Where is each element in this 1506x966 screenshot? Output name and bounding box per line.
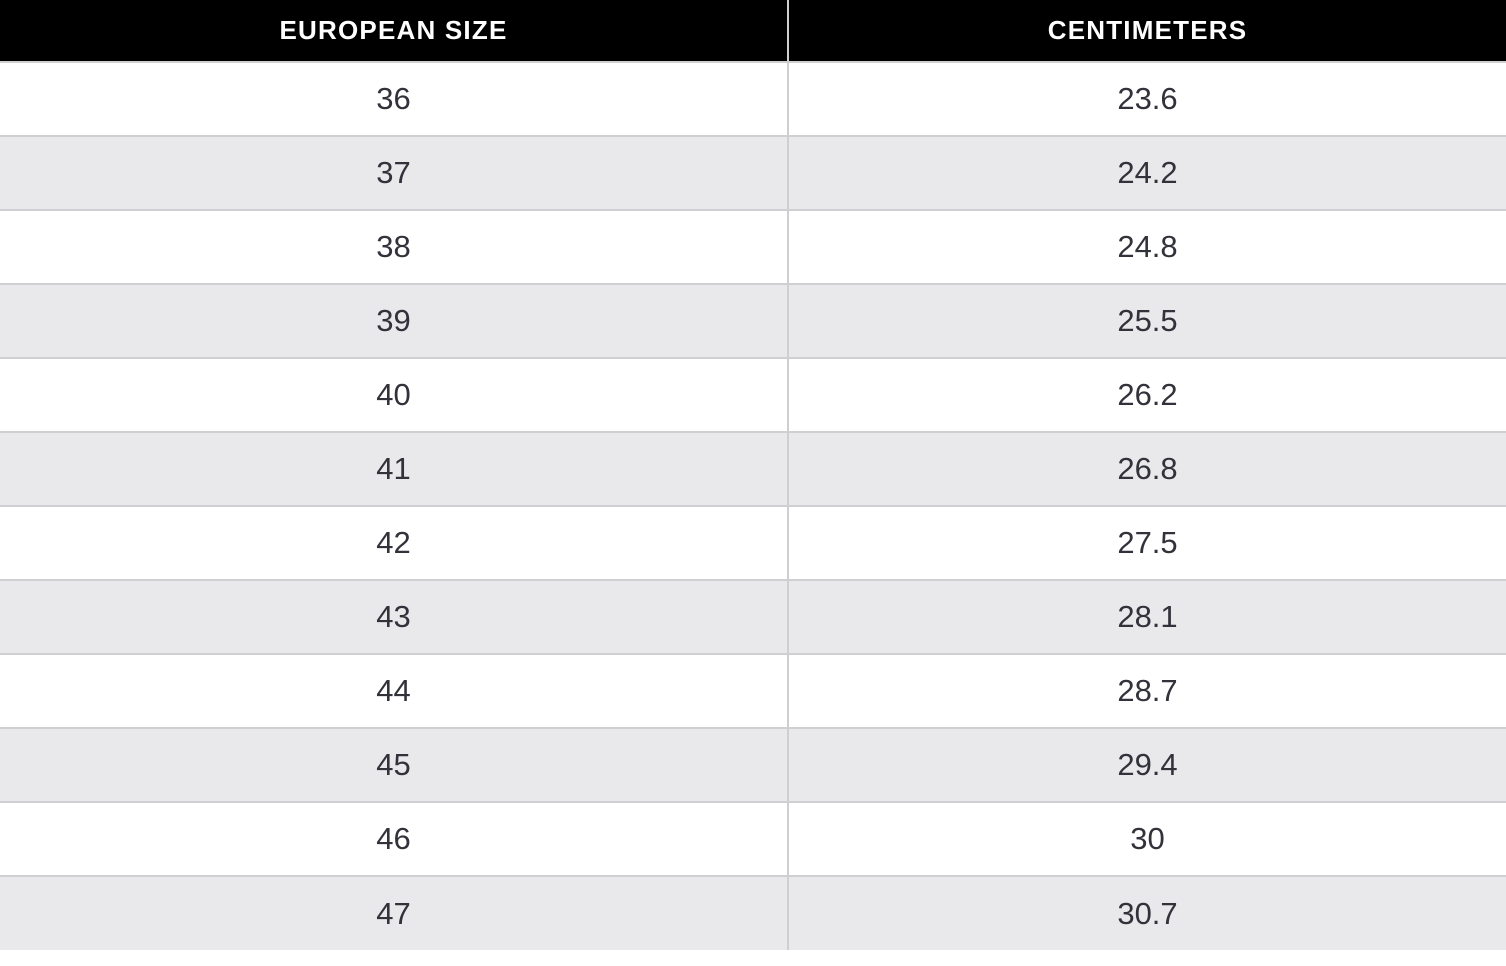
column-header-centimeters: CENTIMETERS xyxy=(787,0,1506,62)
european-size-cell: 43 xyxy=(0,579,788,654)
table-row: 40 26.2 xyxy=(0,357,1506,432)
table-row: 38 24.8 xyxy=(0,209,1506,284)
table-row: 37 24.2 xyxy=(0,135,1506,210)
european-size-cell: 45 xyxy=(0,727,788,802)
european-size-cell: 46 xyxy=(0,801,788,876)
centimeters-cell: 30 xyxy=(787,801,1506,876)
centimeters-cell: 26.2 xyxy=(787,357,1506,432)
table-row: 47 30.7 xyxy=(0,875,1506,950)
european-size-cell: 41 xyxy=(0,431,788,506)
centimeters-cell: 26.8 xyxy=(787,431,1506,506)
size-table-body: 36 23.6 37 24.2 38 24.8 39 25.5 40 26.2 41 26.8 42 27… xyxy=(0,61,1506,950)
centimeters-cell: 28.7 xyxy=(787,653,1506,728)
european-size-cell: 36 xyxy=(0,61,788,136)
table-row: 42 27.5 xyxy=(0,505,1506,580)
european-size-cell: 38 xyxy=(0,209,788,284)
centimeters-cell: 29.4 xyxy=(787,727,1506,802)
size-table-header: EUROPEAN SIZE CENTIMETERS xyxy=(0,0,1506,62)
european-size-cell: 39 xyxy=(0,283,788,358)
centimeters-cell: 30.7 xyxy=(787,875,1506,950)
centimeters-cell: 23.6 xyxy=(787,61,1506,136)
table-row: 43 28.1 xyxy=(0,579,1506,654)
table-row: 44 28.7 xyxy=(0,653,1506,728)
header-row: EUROPEAN SIZE CENTIMETERS xyxy=(0,0,1506,62)
column-header-european-size: EUROPEAN SIZE xyxy=(0,0,788,62)
european-size-cell: 44 xyxy=(0,653,788,728)
table-row: 36 23.6 xyxy=(0,61,1506,136)
centimeters-cell: 24.8 xyxy=(787,209,1506,284)
centimeters-cell: 25.5 xyxy=(787,283,1506,358)
european-size-cell: 47 xyxy=(0,875,788,950)
table-row: 45 29.4 xyxy=(0,727,1506,802)
centimeters-cell: 27.5 xyxy=(787,505,1506,580)
table-row: 46 30 xyxy=(0,801,1506,876)
european-size-cell: 37 xyxy=(0,135,788,210)
centimeters-cell: 28.1 xyxy=(787,579,1506,654)
european-size-cell: 40 xyxy=(0,357,788,432)
european-size-cell: 42 xyxy=(0,505,788,580)
centimeters-cell: 24.2 xyxy=(787,135,1506,210)
table-row: 41 26.8 xyxy=(0,431,1506,506)
table-row: 39 25.5 xyxy=(0,283,1506,358)
